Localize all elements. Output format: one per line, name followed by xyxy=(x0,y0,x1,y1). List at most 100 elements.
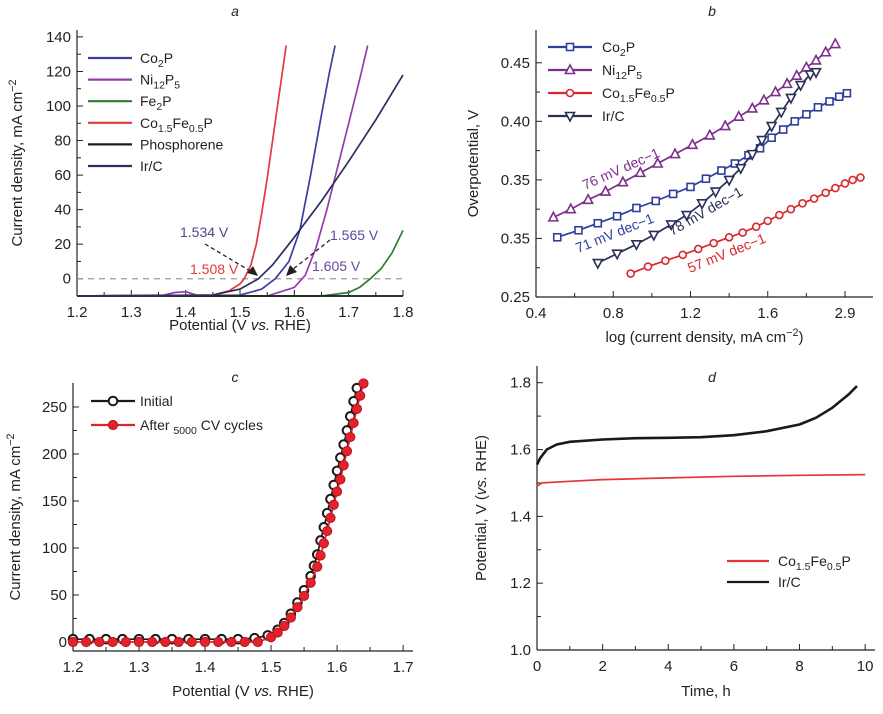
data-point xyxy=(686,182,695,192)
data-point xyxy=(763,216,773,226)
y-tick-label: 1.6 xyxy=(510,442,531,459)
legend-marker-icon xyxy=(565,42,575,52)
data-point xyxy=(831,183,840,193)
data-point xyxy=(186,636,197,648)
legend: Initial After 5000​ CV cycles xyxy=(91,393,263,437)
legend-item: Co1.5​Fe0.5​P xyxy=(548,85,675,105)
data-point xyxy=(765,121,778,133)
y-tick-label: 120 xyxy=(46,63,71,80)
data-point xyxy=(781,77,793,89)
data-point xyxy=(819,45,832,57)
annotation-label: 1.534 V xyxy=(180,224,229,240)
legend-label: Initial xyxy=(140,393,173,409)
legend-label: Co1.5​Fe0.5​P xyxy=(140,115,213,135)
data-point xyxy=(651,196,661,206)
data-point xyxy=(693,244,703,254)
x-tick-label: 1.4 xyxy=(195,659,216,676)
data-point xyxy=(834,92,844,102)
x-tick-label: 0.4 xyxy=(526,305,547,322)
y-tick-label: 0 xyxy=(59,634,67,651)
data-point xyxy=(133,636,145,648)
data-point xyxy=(790,68,803,80)
series-line xyxy=(76,45,288,297)
series-ir-c xyxy=(76,74,404,297)
legend-item: Co1.5​Fe0.5​P xyxy=(727,553,851,573)
data-point xyxy=(358,378,369,389)
data-point xyxy=(709,238,718,248)
data-point xyxy=(199,636,211,648)
x-tick-label: 8 xyxy=(795,658,803,675)
data-point xyxy=(582,193,594,205)
legend-label: Ni12​P5​ xyxy=(140,72,180,92)
chart-title: c xyxy=(232,369,239,385)
data-point xyxy=(107,636,118,648)
data-point xyxy=(574,225,583,235)
data-point xyxy=(778,125,788,134)
data-point xyxy=(800,60,813,72)
data-point xyxy=(643,262,653,271)
data-point xyxy=(593,218,603,228)
arrowhead-icon xyxy=(247,266,258,276)
data-point xyxy=(842,88,852,98)
legend-item: After 5000​ CV cycles xyxy=(91,417,263,437)
x-tick-label: 1.2 xyxy=(63,659,84,676)
legend-marker-icon xyxy=(565,88,575,98)
data-point xyxy=(348,417,359,429)
x-tick-label: 1.5 xyxy=(261,659,282,676)
data-point xyxy=(717,166,726,175)
data-point xyxy=(351,403,362,414)
data-point xyxy=(769,85,782,97)
data-point xyxy=(630,240,643,252)
data-point xyxy=(67,636,79,648)
x-axis-label: Time, h xyxy=(681,683,730,700)
data-point xyxy=(634,166,647,178)
x-tick-label: 0.8 xyxy=(603,305,624,322)
y-tick-label: 200 xyxy=(42,446,67,463)
legend-item: Ir/C xyxy=(548,108,625,124)
y-axis-label: Overpotential, V xyxy=(465,110,482,218)
chart-panel-b: b 0.4 0.8 1.2 1.6 2.9 0.25 0.35 0.35 0.40 0.45 log … xyxy=(465,3,873,346)
data-point xyxy=(322,525,333,537)
data-point xyxy=(94,636,105,648)
series-ni12p5 xyxy=(76,45,369,297)
legend-label: Co2​P xyxy=(140,50,173,70)
data-point xyxy=(599,184,612,196)
data-point xyxy=(746,101,759,113)
y-tick-label: 0 xyxy=(63,271,71,288)
x-tick-label: 1.3 xyxy=(121,304,142,321)
data-point xyxy=(81,636,92,648)
legend-label: Ir/C xyxy=(140,158,163,174)
y-tick-label: 0.40 xyxy=(501,113,530,130)
data-point xyxy=(813,102,823,112)
legend-label: Co2​P xyxy=(602,39,635,59)
series-line xyxy=(535,385,858,466)
data-point xyxy=(746,149,759,161)
x-tick-label: 1.8 xyxy=(393,304,414,321)
chart-title: a xyxy=(231,3,239,19)
legend-item: Ni12​P5​ xyxy=(548,62,642,82)
x-tick-label: 1.7 xyxy=(393,659,414,676)
x-tick-label: 2.9 xyxy=(835,305,856,322)
data-point xyxy=(335,474,346,485)
legend-marker-icon xyxy=(564,111,576,123)
data-point xyxy=(767,133,776,143)
data-point xyxy=(338,460,349,471)
series-co1-5fe0-5p xyxy=(626,173,865,278)
annotation-label: 1.508 V xyxy=(190,261,239,277)
y-tick-label: 100 xyxy=(46,98,71,115)
x-tick-label: 1.6 xyxy=(327,659,348,676)
y-axis-label: Current density, mA cm−2​ xyxy=(7,79,26,246)
legend-item: Co2​P xyxy=(88,50,173,70)
data-point xyxy=(591,258,604,270)
data-point xyxy=(564,202,577,214)
y-tick-label: 140 xyxy=(46,29,71,46)
x-tick-label: 1.6 xyxy=(757,305,778,322)
x-axis-label: log (current density, mA cm−2​) xyxy=(606,327,804,346)
data-point xyxy=(696,199,708,211)
y-tick-label: 1.0 xyxy=(510,642,531,659)
y-tick-label: 0.35 xyxy=(501,230,530,247)
legend-label: Phosphorene xyxy=(140,136,224,152)
data-point xyxy=(626,269,635,278)
y-tick-label: 20 xyxy=(54,236,71,253)
chart-title: b xyxy=(708,3,716,19)
